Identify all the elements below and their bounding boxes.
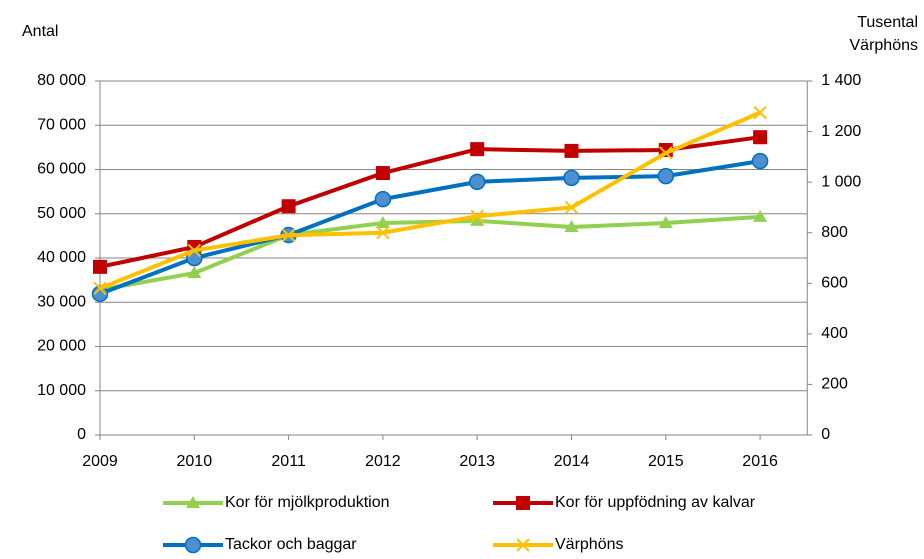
- data-point: [753, 105, 767, 120]
- legend-marker: [186, 496, 200, 508]
- data-point: [375, 166, 390, 181]
- legend-marker: [516, 496, 530, 510]
- legend-label: Kor för uppfödning av kalvar: [555, 494, 756, 511]
- data-point: [376, 226, 390, 240]
- y2-tick-label: 1 000: [821, 173, 861, 190]
- legend-label: Värphöns: [555, 536, 624, 553]
- x-tick-label: 2013: [459, 453, 495, 470]
- data-point: [470, 213, 485, 226]
- y2-tick-label: 0: [821, 426, 830, 443]
- y-tick-label: 30 000: [37, 293, 86, 310]
- data-point: [281, 228, 296, 242]
- legend-label: Kor för mjölkproduktion: [225, 494, 390, 511]
- y2-tick-label: 800: [821, 224, 848, 241]
- data-point: [563, 169, 580, 187]
- data-point: [93, 259, 107, 274]
- y-tick-label: 60 000: [37, 161, 86, 178]
- data-point: [470, 209, 484, 223]
- y-axis-label: Antal: [22, 23, 58, 40]
- legend-label: Tackor och baggar: [225, 536, 357, 553]
- x-tick-label: 2011: [271, 453, 306, 470]
- data-point: [753, 130, 768, 145]
- data-point: [659, 146, 673, 160]
- legend-marker: [516, 538, 530, 552]
- data-point: [187, 266, 202, 279]
- x-tick-label: 2009: [82, 453, 118, 470]
- data-point: [564, 143, 579, 158]
- data-point: [374, 190, 392, 208]
- y2-tick-label: 400: [821, 325, 848, 342]
- series-line: [99, 110, 761, 291]
- data-point: [468, 173, 486, 191]
- legend-marker: [184, 536, 202, 554]
- y2-axis-label: Tusental: [857, 14, 918, 31]
- x-tick-label: 2014: [554, 453, 590, 470]
- y-tick-label: 50 000: [37, 205, 86, 222]
- x-tick-label: 2012: [365, 453, 401, 470]
- data-point: [657, 167, 675, 185]
- data-point: [93, 281, 107, 296]
- series-line: [99, 135, 761, 269]
- x-tick-label: 2016: [742, 453, 778, 470]
- data-point: [281, 199, 296, 214]
- y2-tick-label: 200: [821, 376, 848, 393]
- series-line: [99, 214, 761, 292]
- data-point: [375, 216, 390, 229]
- x-tick-label: 2010: [177, 453, 213, 470]
- data-point: [564, 220, 579, 233]
- data-point: [470, 142, 485, 157]
- data-point: [751, 152, 769, 170]
- data-point: [187, 243, 202, 258]
- y2-axis-label: Värphöns: [850, 37, 919, 54]
- y-tick-label: 70 000: [37, 116, 86, 133]
- x-tick-label: 2015: [648, 453, 684, 470]
- y-tick-label: 40 000: [37, 249, 86, 266]
- data-point: [658, 216, 673, 229]
- data-point: [753, 209, 768, 222]
- y2-tick-label: 1 400: [821, 72, 861, 89]
- series-line: [99, 159, 761, 296]
- y-tick-label: 20 000: [37, 338, 86, 355]
- y-tick-label: 10 000: [37, 382, 86, 399]
- y2-tick-label: 600: [821, 275, 848, 292]
- y2-tick-label: 1 200: [821, 123, 861, 140]
- y-tick-label: 0: [77, 426, 86, 443]
- data-point: [564, 200, 579, 215]
- y-tick-label: 80 000: [37, 72, 86, 89]
